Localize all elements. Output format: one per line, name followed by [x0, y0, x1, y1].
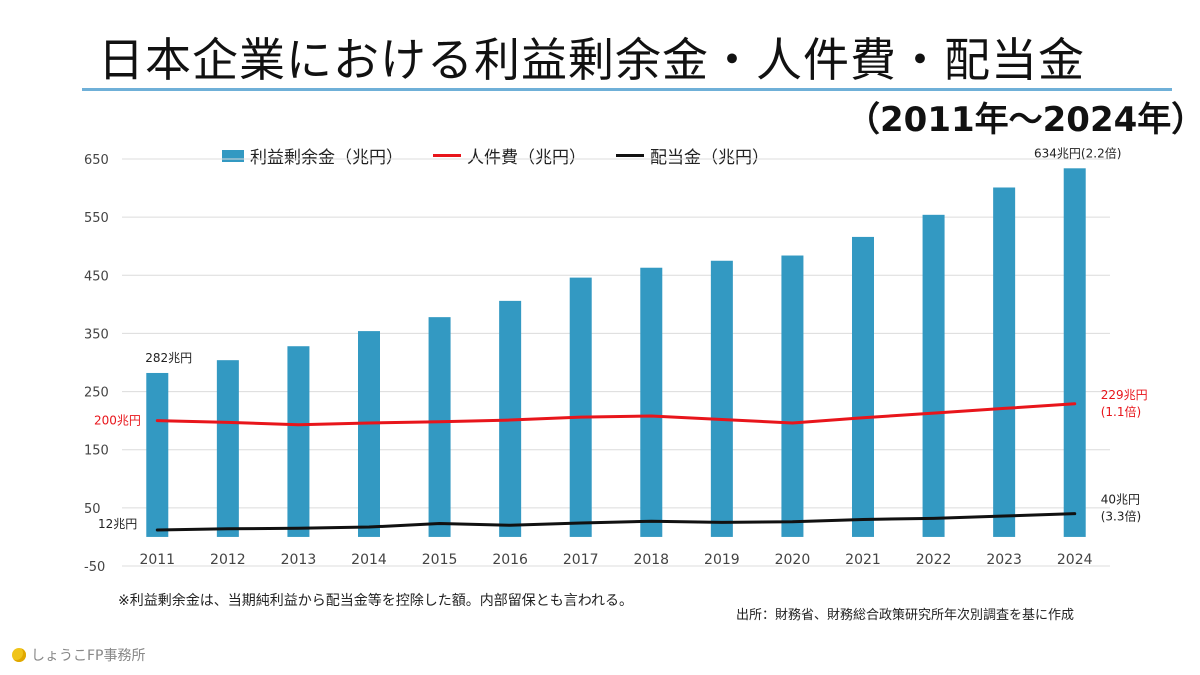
- footnote: ※利益剰余金は、当期純利益から配当金等を控除した額。内部留保とも言われる。: [118, 593, 634, 609]
- legend-label-dividends: 配当金（兆円）: [650, 148, 769, 168]
- legend-item-labor-cost: 人件費（兆円）: [433, 143, 586, 168]
- x-tick-label: 2019: [704, 552, 740, 568]
- brand-mark: しょうこFP事務所: [12, 645, 146, 665]
- data-label-dividend-2011: 12兆円: [98, 517, 137, 531]
- data-label-bar-2024: 634兆円(2.2倍): [1034, 145, 1121, 160]
- bar: [710, 260, 733, 537]
- bar: [1063, 168, 1086, 537]
- legend-swatch-line-red: [433, 154, 461, 157]
- title-underline: [82, 88, 1172, 91]
- x-tick-label: 2023: [986, 552, 1022, 568]
- data-label-labor-2024: 229兆円: [1101, 388, 1148, 402]
- x-tick-label: 2024: [1057, 552, 1093, 568]
- bar: [640, 267, 663, 537]
- legend-item-dividends: 配当金（兆円）: [616, 143, 769, 168]
- y-tick-label: 450: [84, 269, 109, 284]
- y-tick-label: 550: [84, 211, 109, 226]
- data-label-labor-ratio: (1.1倍): [1101, 404, 1141, 419]
- x-tick-label: 2020: [775, 552, 811, 568]
- x-tick-label: 2018: [633, 552, 669, 568]
- y-tick-label: 150: [84, 444, 109, 459]
- legend-label-labor-cost: 人件費（兆円）: [467, 148, 586, 168]
- x-tick-label: 2013: [281, 552, 317, 568]
- x-tick-label: 2012: [210, 552, 246, 568]
- labor-cost-line: [155, 402, 1077, 427]
- y-tick-label: 250: [84, 386, 109, 401]
- data-label-dividend-ratio: (3.3倍): [1101, 509, 1141, 524]
- bar: [922, 214, 945, 537]
- x-tick-label: 2017: [563, 552, 599, 568]
- x-tick-label: 2022: [916, 552, 952, 568]
- lemon-icon: [12, 648, 26, 662]
- bar: [287, 346, 310, 537]
- x-tick-label: 2016: [492, 552, 528, 568]
- y-tick-label: 50: [84, 502, 101, 517]
- bar: [216, 360, 239, 537]
- bar: [146, 372, 169, 537]
- dividend-line: [155, 512, 1077, 532]
- x-tick-label: 2021: [845, 552, 881, 568]
- x-tick-label: 2014: [351, 552, 387, 568]
- legend-swatch-line-black: [616, 154, 644, 157]
- bar: [428, 317, 451, 537]
- data-label-dividend-2024: 40兆円: [1101, 493, 1140, 507]
- brand-name: しょうこFP事務所: [31, 648, 146, 664]
- bar: [993, 187, 1016, 537]
- bar: [358, 331, 380, 537]
- chart-legend: 利益剰余金（兆円） 人件費（兆円） 配当金（兆円）: [222, 143, 799, 168]
- x-tick-label: 2011: [139, 552, 175, 568]
- bar: [781, 255, 804, 537]
- y-tick-label: 350: [84, 327, 109, 342]
- bar: [569, 277, 592, 537]
- page-subtitle: （2011年～2024年）: [846, 100, 1200, 140]
- y-tick-label: 650: [84, 153, 109, 168]
- data-label-labor-2011: 200兆円: [94, 414, 141, 428]
- y-tick-label: -50: [84, 560, 105, 575]
- source-credit: 出所：財務省、財務総合政策研究所年次別調査を基に作成: [736, 608, 1075, 623]
- legend-label-retained-earnings: 利益剰余金（兆円）: [250, 148, 403, 168]
- bar: [852, 236, 874, 537]
- page-title: 日本企業における利益剰余金・人件費・配当金: [98, 33, 1085, 87]
- x-tick-label: 2015: [422, 552, 458, 568]
- data-label-bar-2011: 282兆円: [145, 351, 192, 365]
